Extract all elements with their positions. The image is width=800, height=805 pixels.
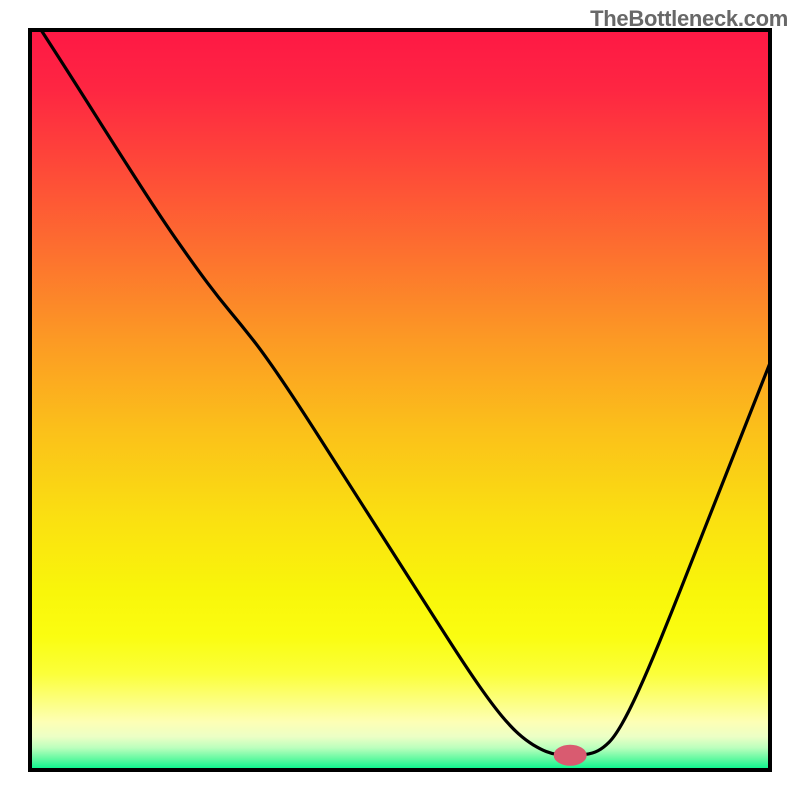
bottleneck-chart (0, 0, 800, 800)
watermark-text: TheBottleneck.com (590, 6, 788, 32)
